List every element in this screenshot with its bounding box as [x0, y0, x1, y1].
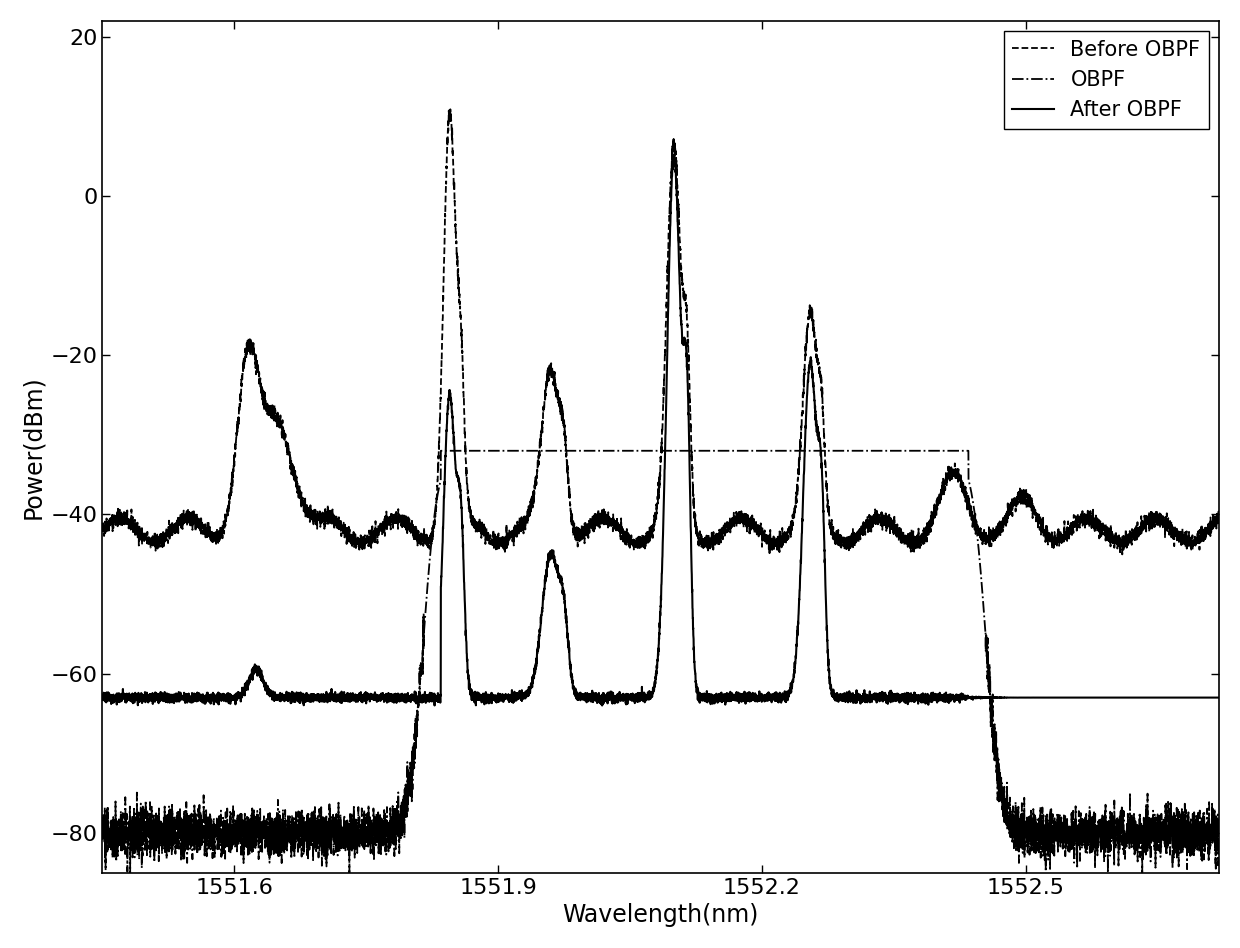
After OBPF — [1211, 692, 1226, 703]
OBPF — [983, 670, 998, 682]
After OBPF — [595, 700, 610, 711]
After OBPF — [667, 149, 682, 160]
Before OBPF — [94, 522, 109, 534]
Before OBPF — [805, 315, 820, 326]
After OBPF — [805, 367, 820, 378]
After OBPF — [151, 695, 166, 706]
Before OBPF — [151, 536, 166, 547]
OBPF — [923, 445, 937, 456]
OBPF — [94, 828, 109, 839]
Legend: Before OBPF, OBPF, After OBPF: Before OBPF, OBPF, After OBPF — [1003, 31, 1209, 129]
X-axis label: Wavelength(nm): Wavelength(nm) — [563, 903, 759, 927]
OBPF — [1211, 844, 1226, 855]
OBPF — [151, 830, 166, 841]
OBPF — [123, 867, 138, 879]
OBPF — [434, 445, 449, 456]
Line: OBPF: OBPF — [102, 450, 1219, 873]
After OBPF — [923, 696, 937, 707]
Before OBPF — [1115, 549, 1130, 560]
OBPF — [500, 445, 515, 456]
OBPF — [756, 445, 771, 456]
Before OBPF — [982, 540, 997, 552]
After OBPF — [983, 692, 998, 703]
Before OBPF — [500, 527, 515, 538]
After OBPF — [500, 690, 515, 702]
Before OBPF — [923, 520, 937, 532]
Line: Before OBPF: Before OBPF — [102, 109, 1219, 555]
Y-axis label: Power(dBm): Power(dBm) — [21, 374, 45, 519]
OBPF — [805, 445, 820, 456]
Before OBPF — [443, 103, 458, 115]
Before OBPF — [756, 529, 771, 540]
After OBPF — [94, 690, 109, 702]
Line: After OBPF: After OBPF — [102, 155, 1219, 705]
After OBPF — [756, 694, 771, 705]
Before OBPF — [1211, 506, 1226, 518]
